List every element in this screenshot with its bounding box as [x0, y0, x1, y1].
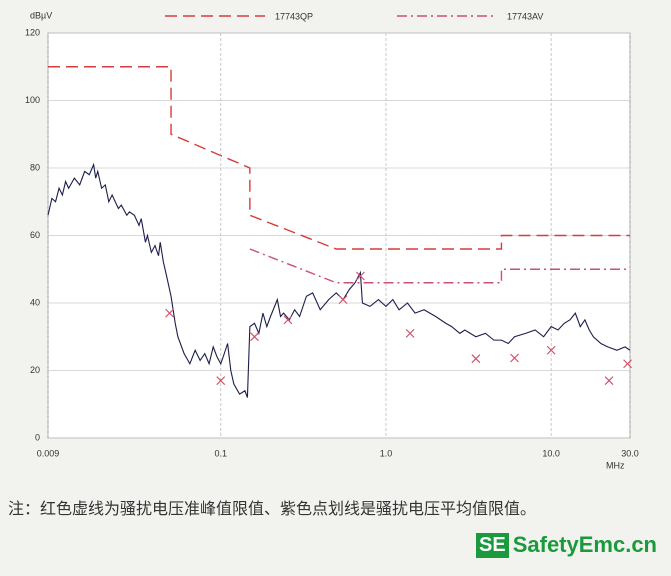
marker — [604, 376, 614, 386]
y-tick-label: 80 — [30, 162, 40, 172]
marker — [510, 353, 519, 363]
x-tick-label: 30.0 — [621, 448, 639, 458]
legend-label: 17743AV — [507, 11, 543, 21]
y-tick-label: 20 — [30, 365, 40, 375]
logo-text: SafetyEmc.cn — [512, 532, 657, 557]
series-line — [47, 162, 631, 398]
y-tick-label: 120 — [25, 27, 40, 37]
marker — [471, 354, 481, 364]
y-unit: dBµV — [30, 10, 52, 20]
marker — [338, 295, 348, 305]
logo: SE SafetyEmc.cn — [476, 532, 657, 558]
marker — [165, 308, 175, 318]
y-tick-label: 0 — [35, 432, 40, 442]
caption: 注：红色虚线为骚扰电压准峰值限值、紫色点划线是骚扰电压平均值限值。 — [8, 499, 537, 518]
marker — [623, 359, 632, 369]
x-tick-label: 0.1 — [215, 448, 228, 458]
legend-label: 17743QP — [275, 11, 313, 21]
marker — [355, 271, 365, 281]
y-tick-label: 100 — [25, 95, 40, 105]
marker — [250, 332, 259, 342]
y-tick-label: 40 — [30, 297, 40, 307]
marker — [283, 315, 293, 325]
series-line — [48, 66, 630, 250]
marker — [405, 328, 415, 338]
x-unit: MHz — [606, 460, 625, 470]
chart: dBµV MHz 0 20 40 60 80 100 120 0.009 0.1 1.0 10.0 3… — [25, 10, 639, 470]
marker — [546, 345, 556, 355]
series-line — [249, 248, 630, 284]
y-tick-label: 60 — [30, 230, 40, 240]
logo-badge: SE — [476, 532, 509, 558]
x-tick-label: 1.0 — [380, 448, 393, 458]
x-tick-label: 0.009 — [37, 448, 60, 458]
x-tick-label: 10.0 — [542, 448, 560, 458]
marker — [216, 376, 226, 386]
